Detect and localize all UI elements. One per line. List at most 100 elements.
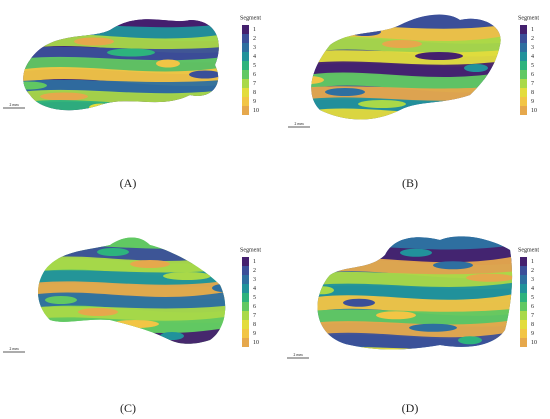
- legend-title: Segment: [518, 247, 539, 253]
- segment-patch: [23, 81, 47, 90]
- segment-maps: [15, 14, 513, 352]
- legend-swatch: [520, 97, 527, 106]
- segment-map: [38, 237, 226, 352]
- legend-swatch: [520, 266, 527, 275]
- panel-caption: (A): [120, 176, 137, 190]
- panel-caption: (C): [120, 401, 136, 415]
- segment-map: [311, 14, 501, 120]
- segment-patch: [367, 236, 391, 245]
- segment-patch: [358, 100, 406, 108]
- legend-swatch: [242, 320, 249, 329]
- segment-patch: [107, 48, 155, 57]
- legend-swatch: [242, 106, 249, 115]
- legend-label: 10: [531, 340, 537, 346]
- legend-label: 1: [253, 27, 256, 33]
- legend-swatch: [242, 293, 249, 302]
- legend-label: 8: [531, 90, 534, 96]
- segment-patch: [466, 273, 513, 282]
- segment-region: [23, 64, 219, 87]
- segment-patch: [193, 344, 225, 352]
- legend-label: 8: [253, 322, 256, 328]
- legend-label: 10: [253, 340, 259, 346]
- legend-label: 4: [253, 286, 256, 292]
- segment-patch: [400, 248, 432, 257]
- segment-patch: [415, 52, 463, 60]
- legend-label: 2: [253, 36, 256, 42]
- legend-swatch: [520, 70, 527, 79]
- legend-swatch: [242, 266, 249, 275]
- legend-swatch: [520, 275, 527, 284]
- legend-swatch: [520, 293, 527, 302]
- segment-patch: [317, 286, 334, 295]
- segment-patch: [376, 311, 416, 320]
- legend-swatch: [242, 97, 249, 106]
- labels: Segment 1 2 3 4 5 6 7 8 9 10 2 mm (A) Segment 1 2 3 4 5 6 7 8…: [3, 15, 539, 415]
- segment-patch: [212, 284, 226, 292]
- legend-swatch: [520, 52, 527, 61]
- segment-map: [317, 236, 513, 350]
- segment-region: [317, 292, 513, 316]
- segment-region: [15, 112, 240, 129]
- legend-label: 9: [531, 331, 534, 337]
- segment-patch: [23, 19, 32, 24]
- legend-swatch: [242, 302, 249, 311]
- legend-swatch: [242, 329, 249, 338]
- segment-patch: [40, 92, 88, 101]
- segment-patch: [74, 37, 114, 46]
- segment-region: [38, 279, 226, 300]
- legend-swatch: [520, 311, 527, 320]
- segment-patch: [349, 28, 381, 36]
- legend-swatch: [242, 257, 249, 266]
- legend-swatch: [520, 320, 527, 329]
- legend-swatch: [520, 25, 527, 34]
- legend-label: 7: [531, 313, 534, 319]
- segment-patch: [433, 261, 473, 270]
- legend-label: 1: [531, 259, 534, 265]
- scale-label: 2 mm: [9, 346, 19, 351]
- legend-label: 5: [253, 295, 256, 301]
- legend-label: 9: [253, 99, 256, 105]
- legend-label: 2: [531, 36, 534, 42]
- segment-region: [38, 341, 226, 344]
- legend-label: 9: [253, 331, 256, 337]
- segment-patch: [316, 16, 340, 24]
- legend-label: 1: [253, 259, 256, 265]
- panel-caption: (B): [402, 176, 418, 190]
- legend-swatch: [242, 34, 249, 43]
- segment-region: [311, 106, 501, 120]
- legend-swatch: [242, 338, 249, 347]
- legend-swatch: [242, 70, 249, 79]
- legend-swatch: [520, 284, 527, 293]
- legend-label: 8: [253, 90, 256, 96]
- legend-label: 7: [531, 81, 534, 87]
- legend-swatch: [520, 106, 527, 115]
- legend-label: 2: [253, 268, 256, 274]
- scale-label: 2 mm: [9, 102, 19, 107]
- legend-label: 4: [531, 54, 534, 60]
- segment-region: [38, 254, 226, 277]
- legend-label: 3: [253, 45, 256, 51]
- scale-label: 2 mm: [294, 121, 304, 126]
- legend-label: 4: [531, 286, 534, 292]
- segment-patch: [122, 115, 154, 123]
- legend-swatch: [242, 25, 249, 34]
- legend-swatch: [520, 88, 527, 97]
- segment-patch: [325, 88, 365, 96]
- segment-patch: [189, 70, 219, 79]
- legend-swatch: [242, 79, 249, 88]
- segment-patch: [458, 336, 482, 345]
- segment-patch: [163, 272, 211, 280]
- segment-patch: [160, 332, 184, 340]
- legend-swatch: [520, 338, 527, 347]
- legend-label: 5: [531, 295, 534, 301]
- legend-label: 10: [531, 108, 537, 114]
- legend-label: 6: [531, 304, 534, 310]
- segment-region: [38, 290, 226, 313]
- segment-map: [15, 19, 240, 129]
- segment-patch: [311, 76, 324, 84]
- legend-swatch: [242, 88, 249, 97]
- segment-region: [311, 70, 501, 93]
- segment-patch: [64, 237, 88, 244]
- legend-label: 10: [253, 108, 259, 114]
